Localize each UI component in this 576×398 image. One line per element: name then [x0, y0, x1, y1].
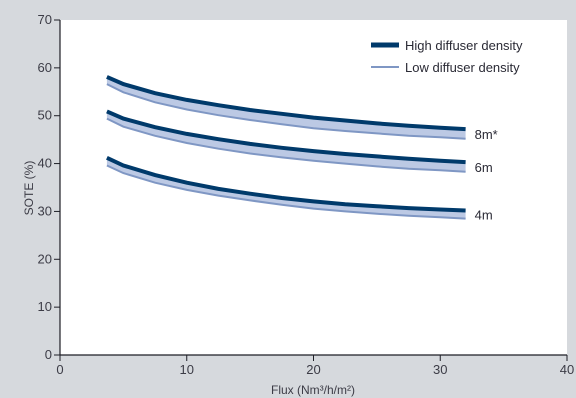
x-axis-title: Flux (Nm³/h/m²): [271, 383, 355, 397]
line-low-4m: [106, 164, 466, 220]
y-tick-label: 0: [45, 347, 52, 362]
y-tick-label: 30: [38, 203, 52, 218]
y-axis-title: SOTE (%): [22, 161, 36, 216]
y-tick-label: 50: [38, 108, 52, 123]
line-high-8m: [106, 75, 466, 132]
series-label-4m: 4m: [475, 208, 493, 223]
line-high-4m: [106, 155, 466, 213]
x-tick-label: 0: [56, 362, 63, 377]
series-lines: [106, 75, 466, 220]
line-low-6m: [106, 117, 466, 173]
series-label-8m: 8m*: [475, 127, 498, 142]
y-tick-label: 40: [38, 156, 52, 171]
x-tick-label: 20: [306, 362, 320, 377]
series-label-6m: 6m: [475, 160, 493, 175]
x-tick-label: 10: [180, 362, 194, 377]
x-tick-label: 30: [433, 362, 447, 377]
series-labels: 8m* 6m 4m: [475, 127, 498, 223]
y-tick-label: 20: [38, 251, 52, 266]
plot-area: [60, 20, 567, 355]
axes: [54, 19, 568, 361]
y-tick-label: 60: [38, 60, 52, 75]
band-8m: [106, 76, 466, 139]
legend: High diffuser density Low diffuser densi…: [371, 38, 523, 75]
y-tick-label: 70: [38, 12, 52, 27]
legend-label-high: High diffuser density: [405, 38, 523, 53]
tick-labels: 0 10 20 30 40 50 60 70 0 10 20 30 40: [38, 12, 575, 377]
line-high-6m: [106, 109, 466, 165]
legend-label-low: Low diffuser density: [405, 60, 520, 75]
y-tick-label: 10: [38, 299, 52, 314]
x-tick-label: 40: [560, 362, 574, 377]
band-4m: [106, 157, 466, 219]
line-low-8m: [106, 83, 466, 140]
